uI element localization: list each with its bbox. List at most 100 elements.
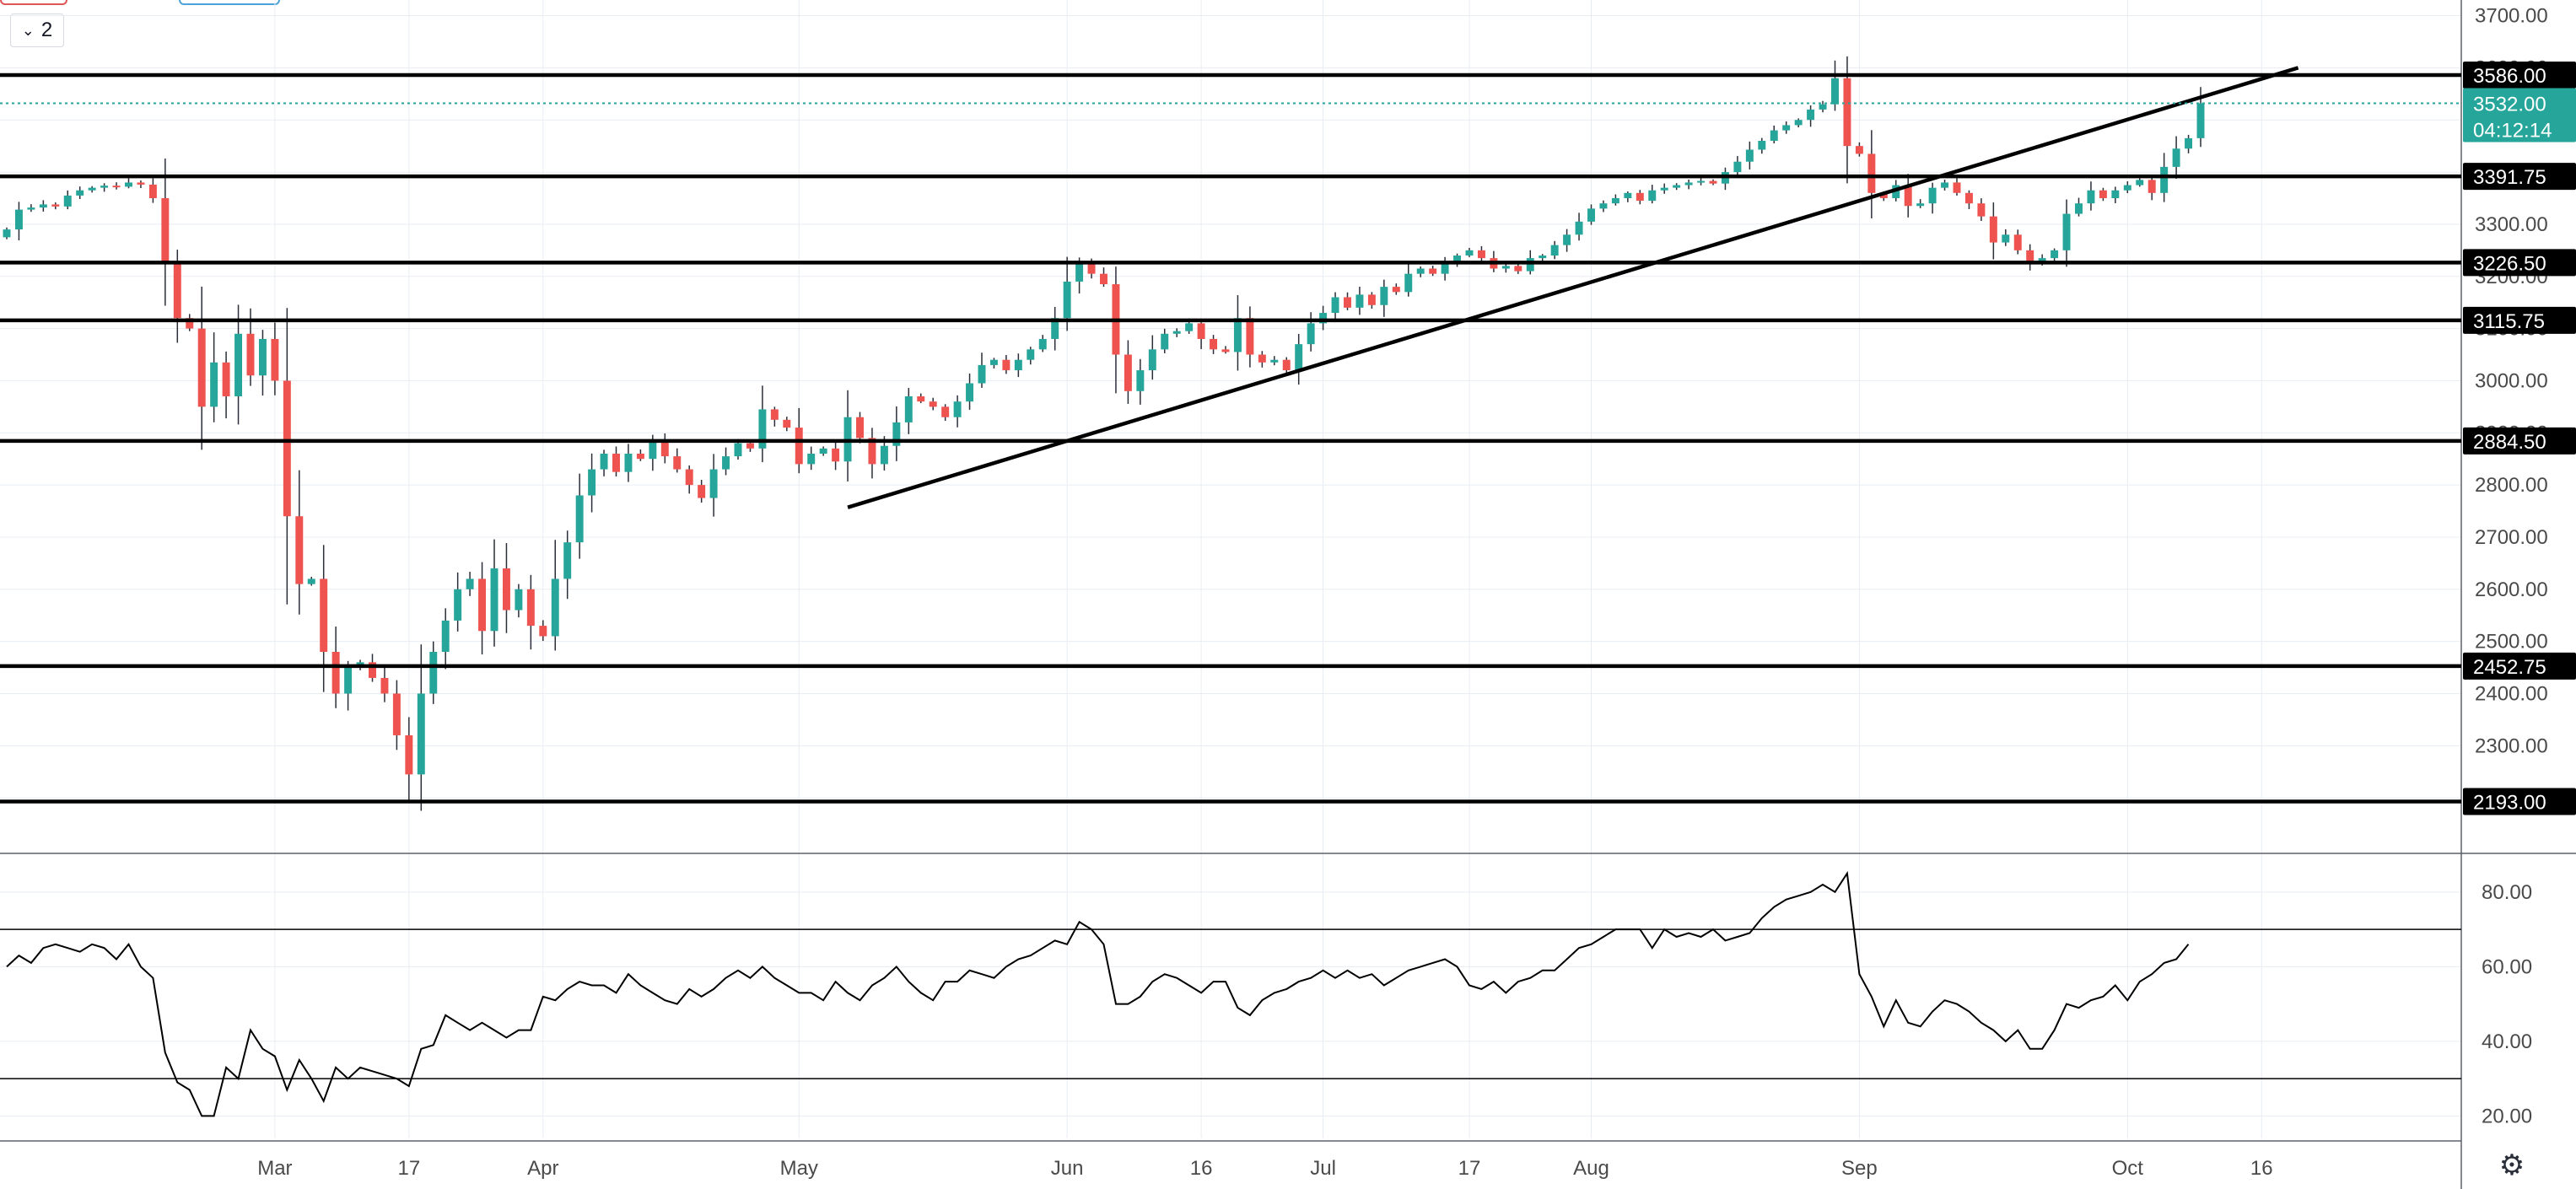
trendline[interactable] bbox=[847, 66, 2299, 509]
gear-icon[interactable]: ⚙ bbox=[2498, 1149, 2525, 1182]
time-tick-label: 16 bbox=[2250, 1157, 2273, 1180]
candle bbox=[1282, 359, 1291, 371]
time-tick-label: Mar bbox=[257, 1157, 292, 1180]
candle bbox=[673, 456, 682, 470]
candle bbox=[1404, 273, 1413, 293]
time-tick-label: May bbox=[780, 1157, 818, 1180]
candle bbox=[515, 589, 523, 611]
candle bbox=[14, 209, 23, 230]
candle bbox=[709, 469, 718, 498]
candle bbox=[283, 380, 291, 517]
candle bbox=[1831, 78, 1839, 105]
candle bbox=[989, 359, 998, 365]
candle bbox=[1624, 192, 1632, 198]
candle bbox=[685, 469, 693, 486]
candle bbox=[856, 417, 864, 438]
candle bbox=[210, 362, 218, 407]
candle bbox=[1063, 281, 1071, 319]
candle bbox=[3, 229, 11, 238]
level-tag-label: 3391.75 bbox=[2473, 166, 2546, 189]
candle bbox=[1758, 140, 1766, 150]
level-tag-label: 3226.50 bbox=[2473, 252, 2546, 275]
candle bbox=[612, 454, 620, 472]
candle bbox=[1867, 153, 1876, 193]
candle bbox=[1770, 130, 1778, 141]
candle bbox=[88, 187, 96, 191]
candle bbox=[929, 401, 937, 407]
candle bbox=[1148, 349, 1156, 371]
candle bbox=[148, 184, 157, 198]
candle bbox=[1733, 161, 1742, 173]
candle bbox=[271, 338, 279, 381]
indicator-tab-blue[interactable] bbox=[179, 0, 280, 5]
level-tag-label: 3586.00 bbox=[2473, 65, 2546, 88]
candle bbox=[1002, 359, 1010, 371]
candle bbox=[868, 438, 876, 465]
indicator-tab-red[interactable] bbox=[0, 0, 67, 5]
candle bbox=[1563, 234, 1571, 245]
candle bbox=[161, 197, 170, 264]
candle bbox=[1136, 370, 1145, 391]
candle bbox=[39, 204, 47, 208]
candle bbox=[1258, 354, 1266, 363]
candle bbox=[746, 443, 754, 449]
candle bbox=[1501, 266, 1510, 269]
candle bbox=[1941, 182, 1949, 188]
candle bbox=[2013, 234, 2022, 250]
candle bbox=[600, 454, 608, 470]
candle bbox=[478, 578, 487, 632]
candle bbox=[1355, 294, 1364, 308]
rsi-tick-label: 80.00 bbox=[2482, 881, 2532, 904]
candle bbox=[649, 440, 657, 460]
time-tick-label: 17 bbox=[1458, 1157, 1481, 1180]
candle bbox=[1599, 203, 1608, 209]
level-tag-label: 2452.75 bbox=[2473, 656, 2546, 679]
candle bbox=[2099, 190, 2107, 198]
candle bbox=[1380, 287, 1388, 305]
candle bbox=[1794, 120, 1803, 126]
candle bbox=[1611, 197, 1619, 204]
candle bbox=[1550, 245, 1559, 256]
price-tick-label: 2700.00 bbox=[2475, 526, 2548, 549]
candle bbox=[1697, 180, 1706, 183]
candle bbox=[27, 207, 35, 210]
candle bbox=[1465, 250, 1474, 256]
candle bbox=[1014, 359, 1022, 371]
candle bbox=[539, 626, 547, 637]
candle bbox=[2148, 180, 2156, 193]
candle bbox=[502, 568, 510, 611]
candle bbox=[1928, 187, 1937, 204]
level-tag-label: 2884.50 bbox=[2473, 431, 2546, 454]
candle bbox=[1087, 263, 1096, 274]
time-tick-label: Sep bbox=[1841, 1157, 1878, 1180]
candle bbox=[1879, 192, 1888, 198]
candle bbox=[392, 693, 401, 735]
candle bbox=[783, 419, 791, 428]
candle bbox=[1246, 318, 1254, 355]
level-tag bbox=[2463, 249, 2576, 277]
candle bbox=[2172, 148, 2180, 167]
candle bbox=[2002, 234, 2010, 243]
price-tick-label: 3000.00 bbox=[2475, 369, 2548, 392]
candle bbox=[722, 456, 730, 470]
candle bbox=[1575, 221, 1583, 235]
price-tick-label: 2300.00 bbox=[2475, 734, 2548, 757]
candle bbox=[1989, 216, 1997, 243]
chevron-down-icon: ⌄ bbox=[21, 21, 35, 39]
candle bbox=[832, 448, 840, 462]
candle bbox=[1843, 78, 1851, 147]
time-tick-label: Aug bbox=[1573, 1157, 1609, 1180]
rsi-line bbox=[6, 870, 2190, 1117]
current-price-label: 3532.00 bbox=[2473, 93, 2546, 116]
rsi-tick-label: 60.00 bbox=[2482, 955, 2532, 978]
legend-collapse-toggle[interactable]: ⌄ 2 bbox=[10, 13, 64, 47]
candle bbox=[953, 401, 962, 417]
candle bbox=[307, 578, 315, 584]
candle bbox=[2026, 250, 2034, 264]
candle bbox=[1344, 297, 1351, 308]
candle bbox=[186, 318, 194, 329]
price-tick-label: 2600.00 bbox=[2475, 578, 2548, 601]
candle bbox=[1904, 185, 1912, 207]
candle bbox=[624, 454, 633, 472]
